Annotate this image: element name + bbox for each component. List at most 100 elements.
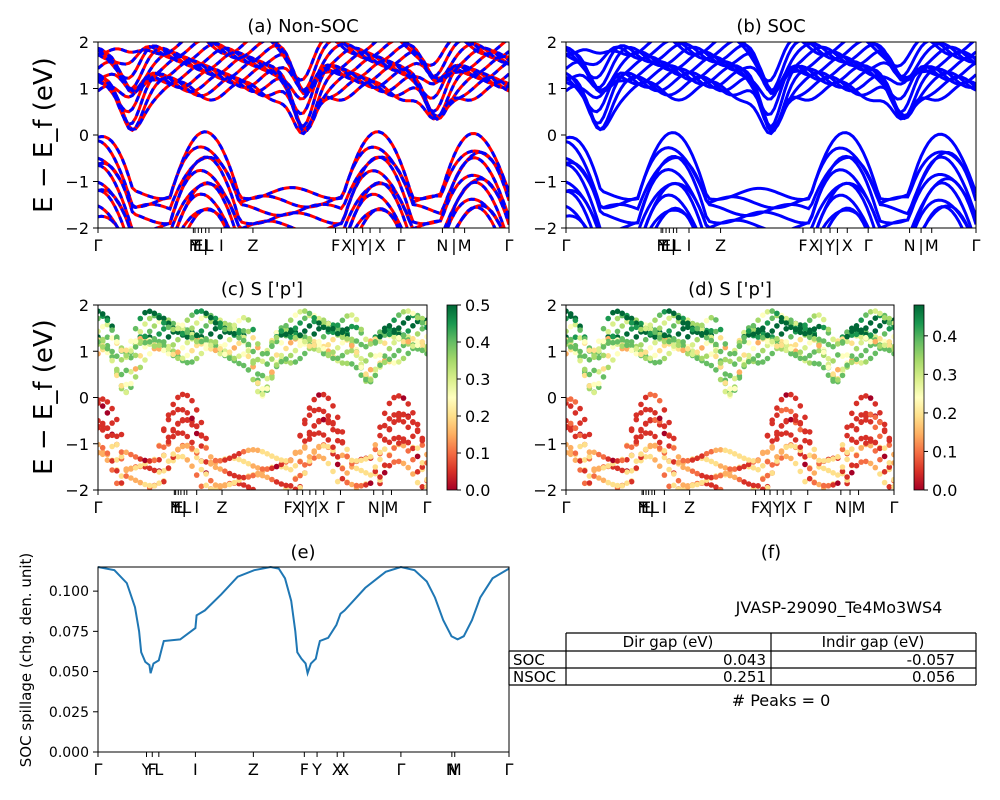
- data-point: [391, 334, 397, 341]
- y-tick-label: 2: [79, 33, 89, 52]
- data-point: [750, 331, 757, 338]
- data-point: [189, 312, 195, 319]
- data-point: [572, 425, 579, 432]
- x-tick-label: Γ: [94, 236, 103, 255]
- data-point: [624, 314, 630, 321]
- data-point: [666, 350, 672, 357]
- band-line: [98, 130, 509, 201]
- data-point: [624, 318, 630, 325]
- data-point: [212, 457, 219, 464]
- x-tick-label: L: [650, 498, 659, 517]
- data-point: [410, 343, 416, 349]
- data-point: [306, 343, 313, 349]
- data-point: [596, 369, 602, 375]
- x-tick-label: L: [176, 498, 185, 517]
- x-tick-label: Y: [141, 760, 152, 779]
- data-point: [175, 446, 181, 453]
- data-point: [755, 339, 761, 346]
- data-point: [581, 339, 588, 345]
- data-point: [867, 355, 874, 362]
- data-point: [175, 355, 181, 362]
- data-point: [330, 468, 336, 475]
- data-point: [292, 325, 299, 332]
- data-point: [731, 474, 738, 481]
- band-line: [566, 154, 976, 225]
- data-point: [642, 421, 649, 427]
- data-point: [610, 344, 616, 350]
- data-point: [703, 340, 710, 347]
- data-point: [872, 448, 879, 454]
- data-point: [713, 484, 719, 490]
- data-point: [586, 357, 593, 363]
- data-point: [853, 323, 860, 329]
- x-tick-label: I: [687, 236, 692, 255]
- data-point: [891, 324, 894, 331]
- data-point: [694, 455, 700, 462]
- data-point: [783, 347, 789, 354]
- data-point: [320, 416, 327, 423]
- data-point: [586, 383, 593, 389]
- data-point: [287, 457, 294, 464]
- data-point: [419, 435, 426, 442]
- data-point: [792, 326, 799, 333]
- data-point: [306, 454, 313, 460]
- data-point: [806, 317, 813, 324]
- data-point: [877, 433, 883, 440]
- data-point: [396, 410, 402, 417]
- data-point: [858, 459, 864, 465]
- data-point: [853, 327, 860, 333]
- data-point: [137, 364, 144, 371]
- data-point: [306, 412, 313, 419]
- data-point: [891, 483, 894, 490]
- data-point: [722, 341, 729, 347]
- data-point: [250, 376, 256, 383]
- data-point: [118, 383, 125, 389]
- data-point: [745, 461, 752, 468]
- data-point: [656, 325, 663, 332]
- data-point: [320, 334, 327, 340]
- data-point: [802, 454, 808, 460]
- data-point: [577, 348, 583, 355]
- panel-f: (f) JVASP-29090_Te4Mo3WS4 Dir gap (eV) I…: [508, 542, 977, 710]
- data-point: [652, 392, 658, 399]
- data-point: [259, 372, 266, 379]
- data-point: [863, 359, 869, 365]
- data-point: [778, 342, 785, 349]
- data-point: [675, 454, 682, 460]
- data-point: [741, 334, 747, 341]
- data-point: [137, 456, 144, 462]
- data-point: [358, 467, 365, 474]
- data-point: [372, 339, 379, 345]
- data-point: [212, 315, 219, 322]
- band-line: [98, 42, 509, 96]
- data-point: [118, 480, 125, 486]
- data-point: [652, 457, 658, 463]
- data-point: [264, 385, 271, 392]
- x-tick-label: F: [331, 236, 340, 255]
- data-point: [193, 423, 200, 429]
- data-point: [179, 417, 186, 424]
- y-tick-label: 1: [547, 342, 557, 361]
- data-point: [853, 416, 860, 422]
- band-line: [566, 131, 976, 202]
- data-point: [886, 339, 893, 345]
- band-line: [98, 155, 509, 226]
- data-point: [339, 452, 346, 459]
- data-point: [193, 320, 200, 326]
- y-tick-label: −2: [65, 219, 89, 238]
- data-point: [792, 417, 799, 424]
- data-point: [867, 320, 874, 326]
- data-point: [642, 355, 649, 362]
- data-point: [320, 350, 327, 357]
- data-point: [203, 445, 209, 451]
- data-point: [165, 416, 172, 423]
- data-point: [671, 482, 677, 489]
- data-point: [774, 436, 780, 442]
- data-point: [844, 474, 850, 480]
- data-point: [872, 414, 879, 421]
- data-point: [236, 360, 242, 367]
- data-point: [189, 397, 195, 404]
- data-point: [736, 453, 743, 459]
- data-point: [311, 423, 318, 429]
